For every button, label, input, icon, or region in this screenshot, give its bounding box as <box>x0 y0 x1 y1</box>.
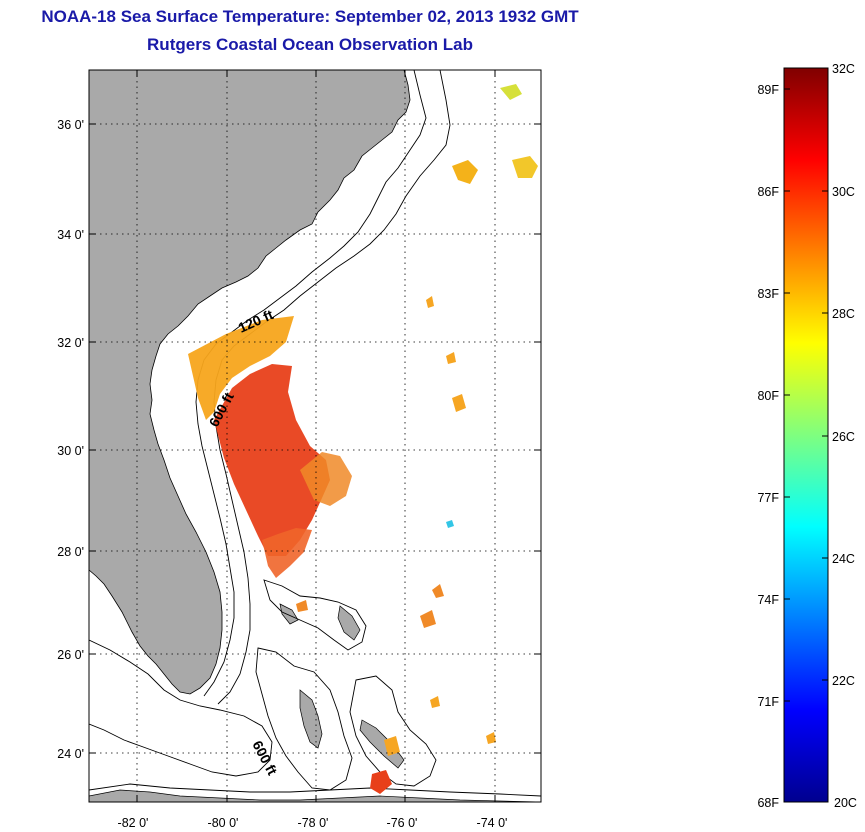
latitude-labels: 36 0' 34 0' 32 0' 30 0' 28 0' 26 0' 24 0… <box>57 118 84 761</box>
colorbar <box>783 67 829 803</box>
contour-cuba <box>89 783 541 797</box>
cbar-f-83: 83F <box>757 287 779 301</box>
lon-label-74: -74 0' <box>477 816 508 830</box>
cbar-c-20: 20C <box>834 796 857 810</box>
cuba-land <box>89 789 541 802</box>
sst-swath <box>188 316 352 578</box>
bahamas-land-4 <box>279 603 299 625</box>
cbar-f-71: 71F <box>757 695 779 709</box>
colorbar-ticks <box>784 88 828 702</box>
fragment-s-4 <box>384 736 400 756</box>
fragment-s-3 <box>370 770 392 794</box>
lat-label-24: 24 0' <box>57 747 84 761</box>
grid-lines <box>89 70 541 802</box>
fragment-s-8 <box>296 600 308 612</box>
cbar-c-32: 32C <box>832 62 855 76</box>
contour-florida-keys <box>89 639 273 777</box>
cbar-f-80: 80F <box>757 389 779 403</box>
fragment-ne-3 <box>500 84 522 100</box>
cbar-c-30: 30C <box>832 185 855 199</box>
cbar-c-28: 28C <box>832 307 855 321</box>
cbar-c-22: 22C <box>832 674 855 688</box>
contour-bahamas-c <box>349 675 437 787</box>
map-subtitle: Rutgers Coastal Ocean Observation Lab <box>147 35 473 54</box>
cbar-f-68: 68F <box>757 796 779 810</box>
fragment-mid-2 <box>426 296 434 308</box>
fragment-ne-2 <box>512 156 538 178</box>
map-border <box>88 69 542 803</box>
us-southeast-land <box>89 70 411 695</box>
cbar-f-86: 86F <box>757 185 779 199</box>
fragment-s-6 <box>486 732 496 744</box>
fragment-s-5 <box>430 696 440 708</box>
fragment-ne-1 <box>452 160 478 184</box>
bahamas-land-3 <box>359 719 405 769</box>
lat-label-30: 30 0' <box>57 444 84 458</box>
map-title: NOAA-18 Sea Surface Temperature: Septemb… <box>41 7 579 26</box>
lat-label-36: 36 0' <box>57 118 84 132</box>
cbar-f-74: 74F <box>757 593 779 607</box>
swath-orange-north <box>188 316 294 420</box>
swath-orange-south <box>262 528 312 578</box>
fragment-s-2 <box>432 584 444 598</box>
lat-label-34: 34 0' <box>57 228 84 242</box>
axis-ticks <box>89 70 541 802</box>
longitude-labels: -82 0' -80 0' -78 0' -76 0' -74 0' <box>118 816 508 830</box>
contour-bahamas-a <box>263 579 367 651</box>
cbar-c-24: 24C <box>832 552 855 566</box>
fragment-s-1 <box>420 610 436 628</box>
colorbar-celsius-labels: 32C 30C 28C 26C 24C 22C 20C <box>832 62 857 810</box>
fragment-s-7 <box>446 520 454 528</box>
bahamas-land-1 <box>299 689 323 749</box>
cbar-f-77: 77F <box>757 491 779 505</box>
lat-label-28: 28 0' <box>57 545 84 559</box>
lon-label-80: -80 0' <box>208 816 239 830</box>
swath-red-core <box>214 364 330 556</box>
cbar-c-26: 26C <box>832 430 855 444</box>
lon-label-76: -76 0' <box>387 816 418 830</box>
fragment-mid-1 <box>452 394 466 412</box>
bahamas-land-2 <box>337 605 361 641</box>
cbar-f-89: 89F <box>757 83 779 97</box>
lon-label-78: -78 0' <box>298 816 329 830</box>
sst-fragments <box>296 84 538 794</box>
fragment-mid-3 <box>446 352 456 364</box>
lat-label-32: 32 0' <box>57 336 84 350</box>
colorbar-fahrenheit-labels: 89F 86F 83F 80F 77F 74F 71F 68F <box>757 83 779 810</box>
swath-orange-east <box>300 452 352 506</box>
contour-bahamas-b <box>255 647 353 791</box>
lat-label-26: 26 0' <box>57 648 84 662</box>
lon-label-82: -82 0' <box>118 816 149 830</box>
